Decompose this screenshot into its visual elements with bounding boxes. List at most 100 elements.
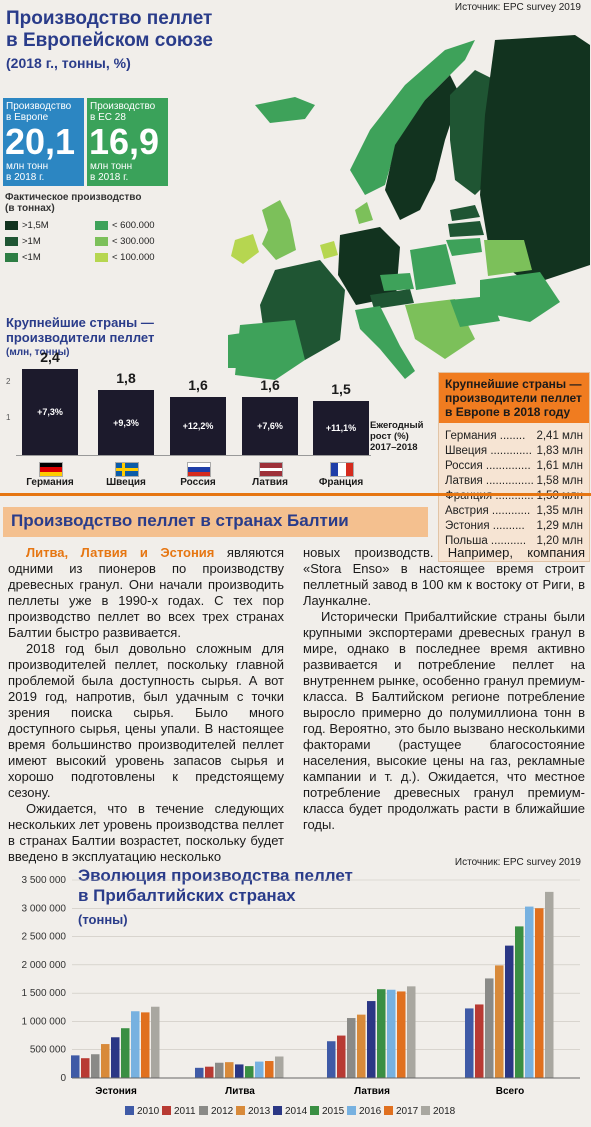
europe-map bbox=[228, 35, 590, 380]
europe-table-row: Франция ............ 1,50 млн bbox=[439, 489, 589, 504]
top5-bar-value: 1,5 bbox=[331, 381, 351, 397]
europe-table-country: Швеция ............. bbox=[445, 445, 532, 457]
top5-bar: +12,2% bbox=[170, 397, 226, 455]
article-title-bar: Производство пеллет в странах Балтии bbox=[3, 507, 428, 537]
europe-table-title-3: в Европе в 2018 году bbox=[445, 405, 571, 419]
chart-bar-Всего-2014 bbox=[505, 945, 514, 1078]
chart-bar-Всего-2011 bbox=[475, 1004, 484, 1078]
chart-category-label: Латвия bbox=[354, 1086, 390, 1097]
chart-legend-label: 2018 bbox=[433, 1106, 456, 1117]
top5-bar-growth: +7,3% bbox=[37, 406, 63, 417]
top5-title: Крупнейшие страны — производители пеллет… bbox=[6, 315, 154, 358]
top5-bar-growth: +11,1% bbox=[325, 423, 357, 433]
top5-bar-value: 1,8 bbox=[116, 370, 136, 387]
chart-legend-swatch bbox=[273, 1106, 282, 1115]
top5-chart: 2 1 +7,3% 2,4 Германия +9,3% 1,8 Швеция +12,2% 1,… bbox=[0, 349, 400, 490]
chart-legend-label: 2017 bbox=[396, 1106, 419, 1117]
poland-region bbox=[410, 244, 456, 290]
kpi-eu28-unit-2: в 2018 г. bbox=[90, 172, 129, 183]
article-paragraph-1-text: являются одними из пионеров по производс… bbox=[8, 545, 285, 640]
legend-item: < 100.000 bbox=[95, 252, 185, 263]
legend-label: < 100.000 bbox=[112, 252, 155, 263]
europe-table-country: Россия .............. bbox=[445, 460, 531, 472]
chart-category-label: Эстония bbox=[95, 1086, 137, 1097]
chart-bar-Всего-2012 bbox=[485, 978, 494, 1078]
europe-table-row: Россия .............. 1,61 млн bbox=[439, 459, 589, 474]
article-paragraph-5: Исторически Прибалтийские страны были кр… bbox=[303, 609, 585, 832]
europe-table-title-1: Крупнейшие страны — bbox=[445, 377, 582, 391]
europe-table-value: 2,41 млн bbox=[536, 430, 583, 442]
russia-region bbox=[480, 35, 590, 285]
top5-y-tick: 1 bbox=[6, 413, 11, 422]
chart-bar-Литва-2012 bbox=[215, 1062, 224, 1078]
legend-item: >1,5M bbox=[5, 220, 95, 231]
top5-bar-growth: +9,3% bbox=[113, 417, 139, 428]
kpi-europe-unit-1: млн тонн bbox=[6, 161, 49, 172]
page-title: Производство пеллет в Европейском союзе bbox=[6, 8, 213, 52]
top5-bar-value: 1,6 bbox=[188, 377, 208, 394]
legend-label: < 300.000 bbox=[112, 236, 155, 247]
sweden-region bbox=[385, 75, 460, 220]
chart-legend-swatch bbox=[347, 1106, 356, 1115]
legend-label: >1,5M bbox=[22, 220, 49, 231]
europe-table-title-2: производители пеллет bbox=[445, 391, 582, 405]
france-flag-icon bbox=[330, 462, 354, 477]
chart-bar-Всего-2017 bbox=[535, 908, 544, 1078]
kpi-eu28: Производство в ЕС 28 16,9 млн тонн в 201… bbox=[87, 98, 168, 186]
chart-bar-Всего-2015 bbox=[515, 926, 524, 1078]
top5-country-label: Россия bbox=[180, 477, 216, 488]
europe-table-country: Австрия ............ bbox=[445, 505, 531, 517]
chart-y-tick: 2 500 000 bbox=[22, 932, 67, 943]
europe-table-value: 1,58 млн bbox=[536, 475, 583, 487]
chart-bar-Всего-2018 bbox=[545, 891, 554, 1078]
chart-y-tick: 1 500 000 bbox=[22, 988, 67, 999]
romania-region bbox=[450, 296, 500, 327]
netherlands-region bbox=[320, 241, 338, 259]
latvia-flag-icon bbox=[259, 462, 283, 477]
top5-subtitle: (млн, тонны) bbox=[6, 347, 70, 358]
top5-bar: +9,3% bbox=[98, 390, 154, 455]
europe-table-header: Крупнейшие страны — производители пеллет… bbox=[439, 373, 589, 423]
lithuania-region bbox=[446, 238, 482, 256]
top5-bar-growth: +7,6% bbox=[257, 421, 283, 432]
kpi-eu28-label-2: в ЕС 28 bbox=[90, 112, 126, 123]
europe-table-value: 1,29 млн bbox=[536, 520, 583, 532]
kpi-europe-value: 20,1 bbox=[5, 121, 76, 162]
europe-table-row: Эстония .......... 1,29 млн bbox=[439, 519, 589, 534]
ukraine-region bbox=[480, 272, 560, 322]
europe-table-value: 1,61 млн bbox=[536, 460, 583, 472]
article-paragraph-4: новых производств. Например, компания «S… bbox=[303, 545, 585, 608]
legend-swatch bbox=[5, 252, 18, 262]
chart-bar-Эстония-2013 bbox=[101, 1044, 110, 1078]
germany-flag-icon bbox=[39, 462, 63, 477]
portugal-region bbox=[228, 333, 242, 368]
chart-bar-Латвия-2013 bbox=[357, 1014, 366, 1078]
chart-bar-Латвия-2015 bbox=[377, 989, 386, 1078]
chart-legend-swatch bbox=[236, 1106, 245, 1115]
italy-region bbox=[355, 306, 415, 379]
norway-region bbox=[350, 40, 475, 195]
europe-table-value: 1,83 млн bbox=[536, 445, 583, 457]
chart-y-tick: 0 bbox=[60, 1073, 66, 1084]
chart-bar-Литва-2018 bbox=[275, 1056, 284, 1078]
kpi-europe-label-1: Производство bbox=[6, 101, 72, 112]
article-paragraph-1: Литва, Латвия и Эстония являются одними … bbox=[8, 545, 284, 641]
chart-bar-Латвия-2018 bbox=[407, 986, 416, 1078]
legend-title-1: Фактическое производство bbox=[5, 192, 142, 203]
title-line-1: Производство пеллет bbox=[6, 8, 213, 29]
chart-legend-swatch bbox=[199, 1106, 208, 1115]
europe-top-table: Крупнейшие страны — производители пеллет… bbox=[438, 372, 590, 562]
europe-table-row: Латвия ............... 1,58 млн bbox=[439, 474, 589, 489]
top5-bar: +7,6% bbox=[242, 397, 298, 455]
europe-table-value: 1,20 млн bbox=[536, 535, 583, 547]
chart-legend-label: 2012 bbox=[211, 1106, 234, 1117]
chart-bar-Эстония-2017 bbox=[141, 1012, 150, 1078]
chart-bar-Эстония-2010 bbox=[71, 1055, 80, 1078]
kpi-eu28-label-1: Производство bbox=[90, 101, 156, 112]
chart-legend-label: 2011 bbox=[174, 1106, 196, 1117]
legend-item: >1M bbox=[5, 236, 95, 247]
legend-label: >1M bbox=[22, 236, 41, 247]
map-legend: Фактическое производство (в тоннах) >1,5… bbox=[5, 192, 185, 263]
chart-bar-Эстония-2011 bbox=[81, 1058, 90, 1078]
chart-category-label: Всего bbox=[496, 1086, 525, 1097]
